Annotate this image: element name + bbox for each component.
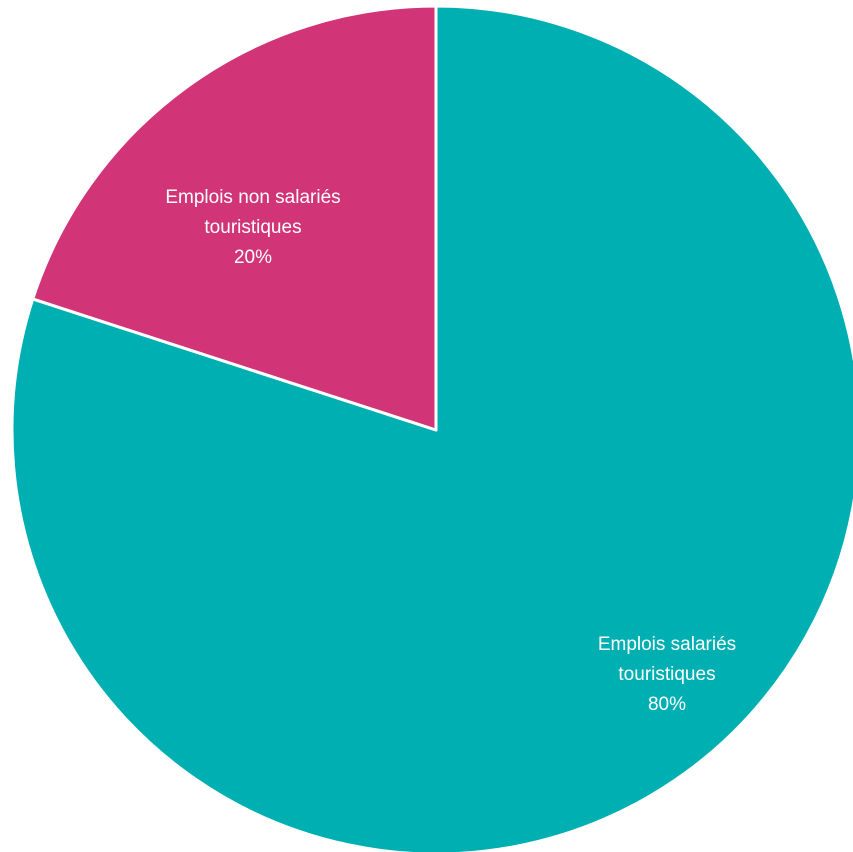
pie-slice-label-line: Emplois non salariés <box>165 187 340 208</box>
pie-labels: Emplois salariés touristiques 80% Emplois n… <box>165 187 736 715</box>
pie-slice-label-line: Emplois salariés <box>598 634 736 655</box>
pie-slices <box>10 4 853 852</box>
pie-slice-percent: 80% <box>648 694 686 715</box>
pie-slice-percent: 20% <box>234 247 272 268</box>
pie-slice-label-line: touristiques <box>204 217 301 238</box>
pie-slice-label-1: Emplois non salariés touristiques 20% <box>165 187 340 268</box>
pie-slice-1 <box>31 4 438 432</box>
pie-slice-label-0: Emplois salariés touristiques 80% <box>598 634 736 715</box>
pie-slice-label-line: touristiques <box>618 664 715 685</box>
